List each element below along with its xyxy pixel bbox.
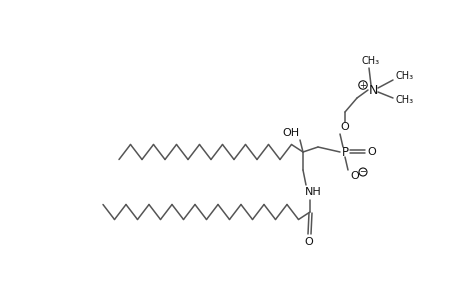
Text: O: O xyxy=(367,147,375,157)
Text: CH₃: CH₃ xyxy=(361,56,379,66)
Text: +: + xyxy=(359,80,366,89)
Text: −: − xyxy=(359,167,366,176)
Text: O: O xyxy=(350,171,358,181)
Text: P: P xyxy=(341,146,348,158)
Text: O: O xyxy=(340,122,349,132)
Text: OH: OH xyxy=(282,128,299,138)
Text: CH₃: CH₃ xyxy=(395,95,413,105)
Text: O: O xyxy=(304,237,313,247)
Text: NH: NH xyxy=(304,187,321,197)
Text: CH₃: CH₃ xyxy=(395,71,413,81)
Text: N: N xyxy=(368,83,377,97)
